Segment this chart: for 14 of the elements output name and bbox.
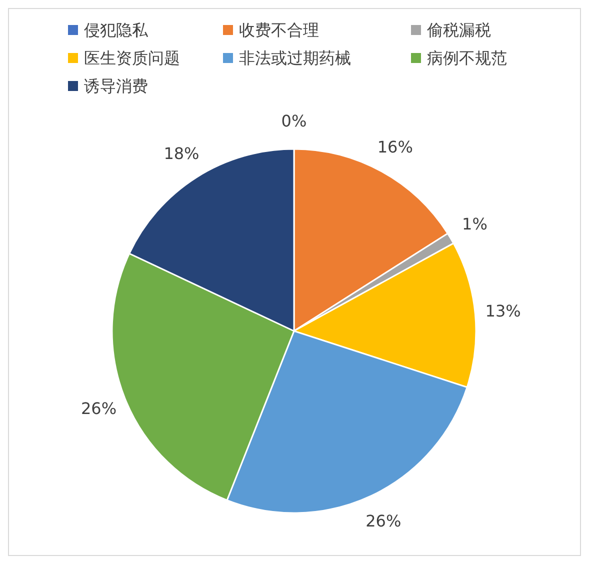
- legend-label: 侵犯隐私: [84, 20, 149, 40]
- data-label: 16%: [377, 137, 413, 156]
- data-label: 13%: [485, 302, 521, 321]
- legend-label: 非法或过期药械: [239, 48, 351, 68]
- legend-label: 偷税漏税: [427, 20, 491, 40]
- text: 0%: [281, 112, 307, 130]
- data-label: 18%: [164, 144, 200, 164]
- data-label: 1%: [462, 214, 488, 234]
- data-label: 26%: [80, 398, 117, 418]
- legend-label: 收费不合理: [239, 20, 319, 40]
- legend-label: 病例不规范: [427, 48, 507, 68]
- legend-label: 医生资质问题: [84, 48, 180, 68]
- data-label: 26%: [366, 512, 402, 531]
- legend-label: 诱导消费: [84, 76, 148, 96]
